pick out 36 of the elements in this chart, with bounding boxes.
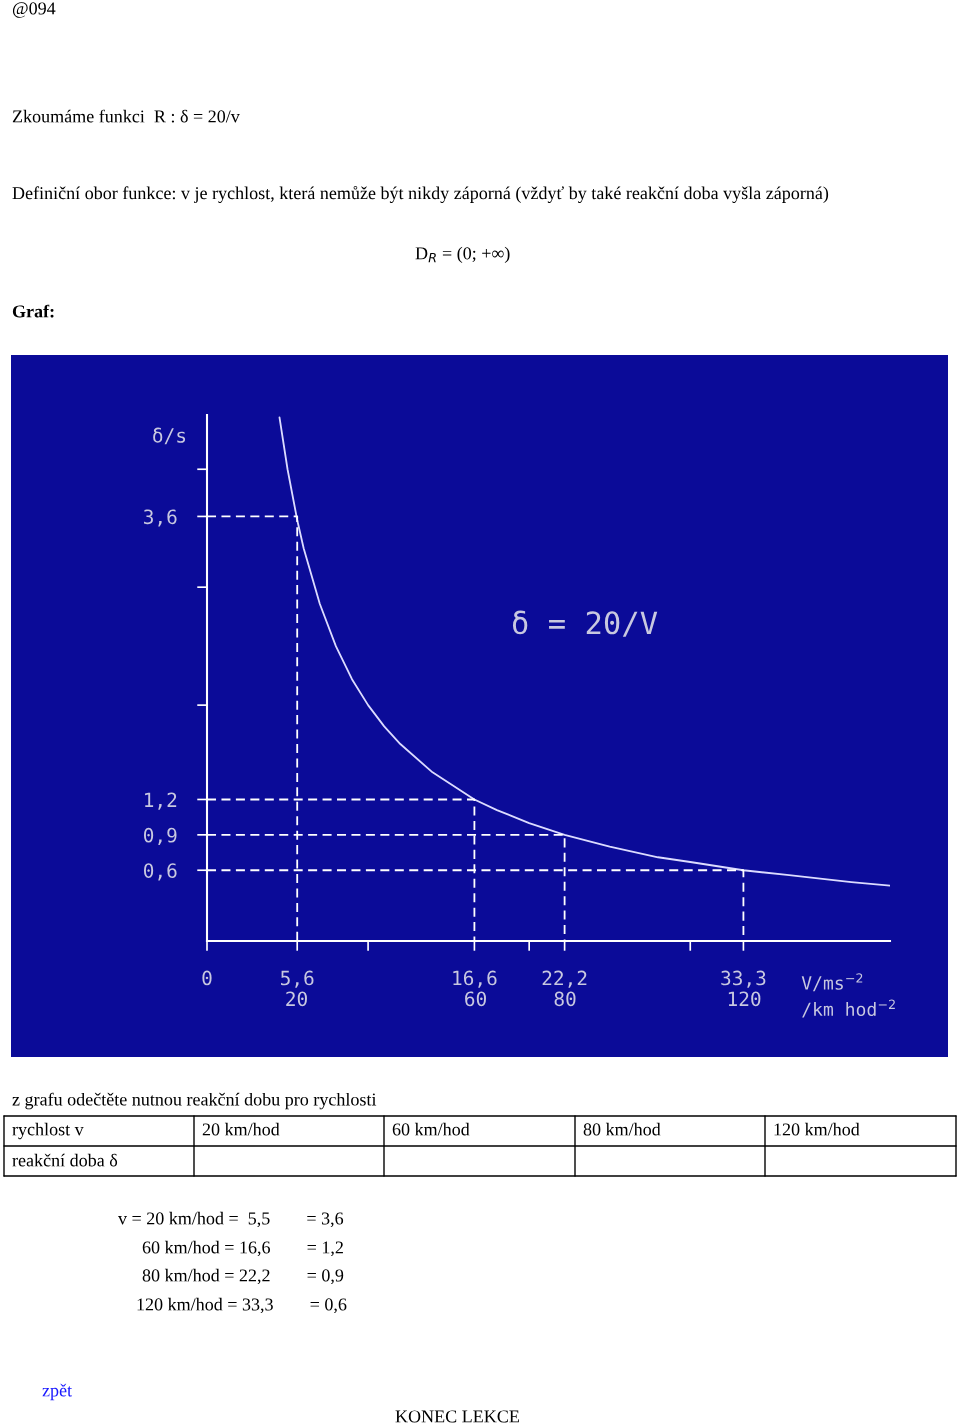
text: 120 km/hod = 33,3 = 0,6 — [137, 1297, 347, 1314]
y-tick-label: 0,9 — [143, 827, 177, 846]
y-tick-label: 1,2 — [145, 792, 177, 810]
text: z grafu odečtěte nutnou reakční dobu pro rychlosti — [12, 1092, 377, 1110]
x2-tick-label: 80 — [554, 991, 576, 1007]
x2-tick-label: 20 — [286, 991, 307, 1007]
y-tick-label: 0,6 — [143, 863, 177, 881]
x-tick-label: 0 — [202, 970, 212, 986]
y-tick-label: 3,6 — [144, 509, 177, 527]
text: zpět — [42, 1383, 72, 1401]
x2-tick-label: 120 — [728, 991, 761, 1007]
x-axis-title: V/ms$^{−2}$ — [801, 973, 863, 992]
text: 80 km/hod = 22,2 = 0,9 — [142, 1268, 344, 1285]
x-tick-label: 16,6 — [453, 970, 497, 988]
text: Definiční obor funkce: v je rychlost, která nemůže být nikdy záporná (vždyť by také reakční doba vyšla záporná) — [12, 186, 829, 203]
text: 60 km/hod — [392, 1122, 470, 1136]
text: reakční doba δ — [12, 1153, 118, 1167]
text: Zkoumáme funkci R : δ = 20/v — [12, 109, 240, 123]
text: @094 — [12, 2, 56, 18]
text: 120 km/hod — [774, 1122, 860, 1136]
y-axis-title: δ/s — [153, 427, 186, 445]
text: rychlost v — [12, 1122, 84, 1140]
text: v = 20 km/hod = 5,5 = 3,6 — [118, 1211, 344, 1228]
x-tick-label: 22,2 — [542, 970, 587, 988]
x2-axis-title: /km hod$^{−2}$ — [802, 999, 895, 1018]
text: 60 km/hod = 16,6 = 1,2 — [142, 1240, 343, 1257]
text: 80 km/hod — [583, 1122, 661, 1136]
x2-tick-label: 60 — [465, 991, 486, 1007]
x-tick-label: 5,6 — [281, 970, 314, 988]
text: D$_{R}$ = (0; +∞) — [415, 246, 510, 264]
x-tick-label: 33,3 — [721, 970, 766, 988]
line-series — [278, 416, 890, 887]
annotation: δ = 20/V — [512, 610, 658, 637]
text: 20 km/hod — [202, 1122, 280, 1136]
text: Graf: — [12, 304, 54, 318]
text: KONEC LEKCE — [395, 1410, 519, 1423]
